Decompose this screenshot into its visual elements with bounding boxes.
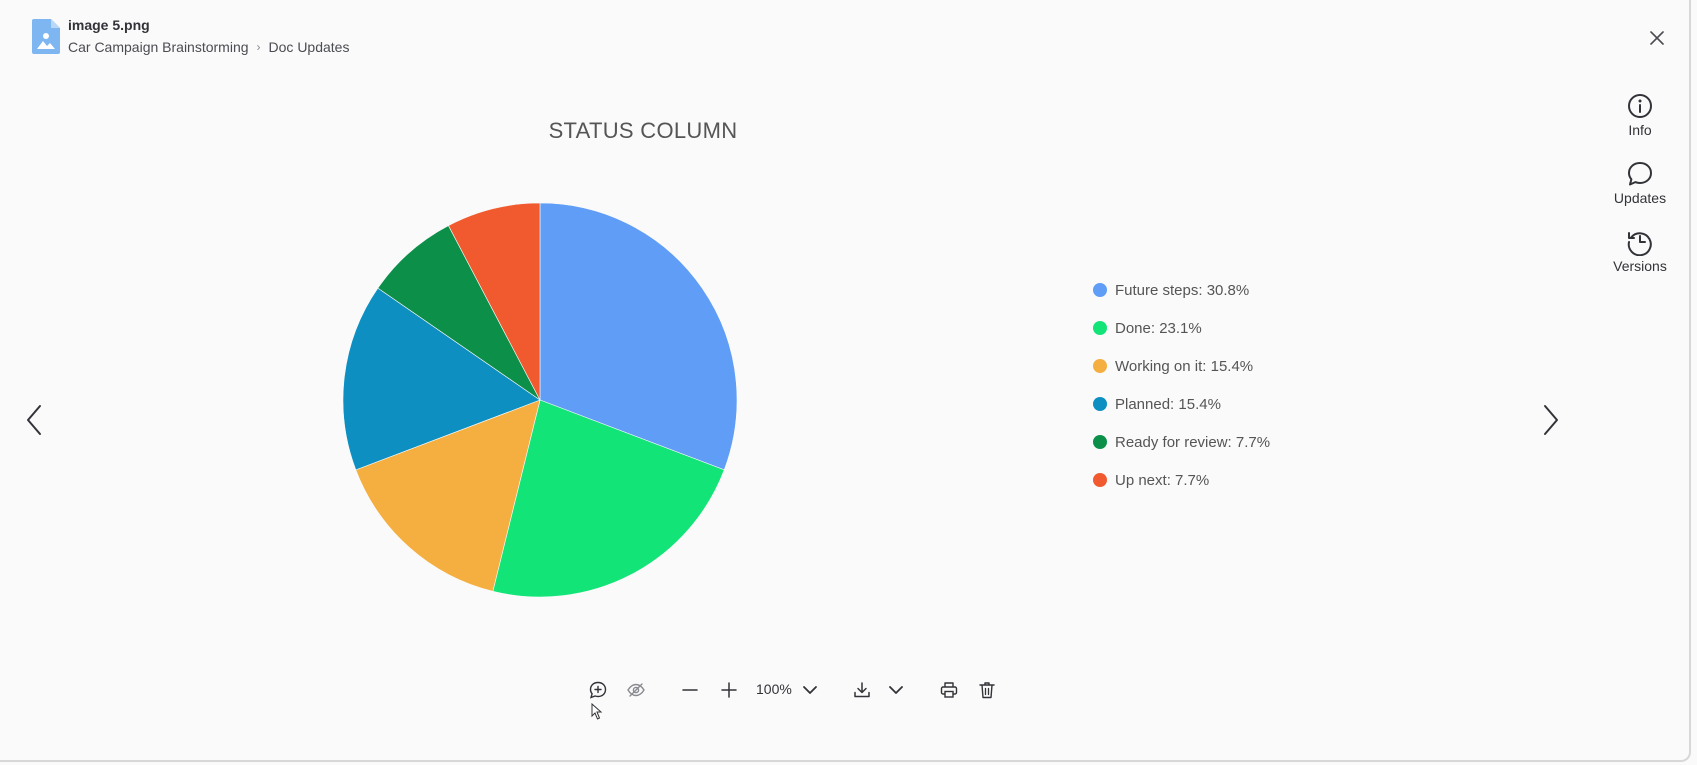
legend-color-dot xyxy=(1093,397,1107,411)
legend-color-dot xyxy=(1093,473,1107,487)
legend-item[interactable]: Done: 23.1% xyxy=(1093,317,1202,339)
legend-item[interactable]: Working on it: 15.4% xyxy=(1093,355,1253,377)
legend-color-dot xyxy=(1093,435,1107,449)
mouse-cursor-icon xyxy=(591,703,603,720)
legend-color-dot xyxy=(1093,321,1107,335)
zoom-level: 100% xyxy=(756,681,792,697)
info-icon xyxy=(1628,94,1652,118)
legend-label: Up next: 7.7% xyxy=(1115,471,1210,489)
chat-bubble-icon xyxy=(1628,162,1652,186)
close-icon[interactable] xyxy=(1646,27,1668,49)
updates-label: Updates xyxy=(1613,190,1667,206)
legend-color-dot xyxy=(1093,283,1107,297)
pie-slice-planned[interactable] xyxy=(342,287,541,471)
legend-label: Ready for review: 7.7% xyxy=(1115,433,1271,451)
breadcrumb-separator-icon: › xyxy=(256,40,261,54)
chevron-down-icon xyxy=(889,686,903,694)
breadcrumb: Car Campaign Brainstorming › Doc Updates xyxy=(68,39,349,55)
history-icon xyxy=(1627,232,1652,256)
versions-label: Versions xyxy=(1613,258,1667,274)
legend-item[interactable]: Future steps: 30.8% xyxy=(1093,279,1249,301)
legend-label: Done: 23.1% xyxy=(1115,319,1202,337)
legend-label: Future steps: 30.8% xyxy=(1115,281,1250,299)
pie-slice-done[interactable] xyxy=(492,399,725,598)
hide-button[interactable] xyxy=(622,676,650,704)
image-file-icon xyxy=(32,19,60,54)
delete-icon xyxy=(979,682,995,699)
legend-item[interactable]: Up next: 7.7% xyxy=(1093,469,1209,491)
legend-item[interactable]: Planned: 15.4% xyxy=(1093,393,1221,415)
pie-slice-future-steps[interactable] xyxy=(539,202,738,471)
info-button[interactable]: Info xyxy=(1600,92,1680,152)
zoom-in-icon xyxy=(721,682,737,698)
zoom-out-icon xyxy=(682,689,698,691)
zoom-dropdown-button[interactable] xyxy=(796,676,824,704)
legend-label: Planned: 15.4% xyxy=(1115,395,1221,413)
chevron-right-icon[interactable] xyxy=(1536,400,1564,440)
info-label: Info xyxy=(1628,122,1652,138)
legend-label: Working on it: 15.4% xyxy=(1115,357,1254,375)
pie-chart xyxy=(342,202,738,598)
delete-button[interactable] xyxy=(973,676,1001,704)
add-comment-button[interactable] xyxy=(584,676,612,704)
zoom-out-button[interactable] xyxy=(676,676,704,704)
chevron-left-icon[interactable] xyxy=(21,400,49,440)
image-toolbar: 100% xyxy=(580,676,1020,704)
legend-item[interactable]: Ready for review: 7.7% xyxy=(1093,431,1270,453)
updates-button[interactable]: Updates xyxy=(1600,160,1680,220)
pie-slice-up-next[interactable] xyxy=(448,202,541,401)
zoom-in-button[interactable] xyxy=(715,676,743,704)
pie-slice-working-on-it[interactable] xyxy=(355,399,541,592)
versions-button[interactable]: Versions xyxy=(1600,228,1680,288)
download-dropdown-button[interactable] xyxy=(882,676,910,704)
add-comment-icon xyxy=(589,681,607,699)
print-button[interactable] xyxy=(935,676,963,704)
breadcrumb-column[interactable]: Doc Updates xyxy=(268,39,350,55)
download-icon xyxy=(854,682,870,698)
download-button[interactable] xyxy=(848,676,876,704)
print-icon xyxy=(940,682,958,698)
chevron-down-icon xyxy=(803,686,817,694)
pie-slice-ready-for-review[interactable] xyxy=(377,225,541,401)
file-name: image 5.png xyxy=(68,17,150,33)
hide-icon xyxy=(627,683,645,697)
legend-color-dot xyxy=(1093,359,1107,373)
breadcrumb-board[interactable]: Car Campaign Brainstorming xyxy=(68,39,249,55)
chart-title: STATUS COLUMN xyxy=(548,118,738,143)
